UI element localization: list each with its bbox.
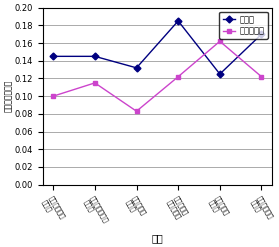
傾斜法 [93,55,97,58]
傾斜法 [52,55,55,58]
傾斜法 [218,73,222,76]
直線摺動式 [135,110,138,113]
Legend: 傾斜法, 直線摺動式: 傾斜法, 直線摺動式 [219,12,268,39]
Y-axis label: 静・動摩擦係数: 静・動摩擦係数 [4,80,13,112]
傾斜法 [177,20,180,22]
直線摺動式 [218,40,222,43]
直線摺動式 [260,75,263,78]
X-axis label: 試料: 試料 [151,233,163,243]
Line: 傾斜法: 傾斜法 [51,19,264,77]
直線摺動式 [52,95,55,98]
直線摺動式 [93,82,97,84]
直線摺動式 [177,75,180,78]
Line: 直線摺動式: 直線摺動式 [51,39,264,114]
傾斜法 [135,66,138,69]
傾斜法 [260,33,263,36]
